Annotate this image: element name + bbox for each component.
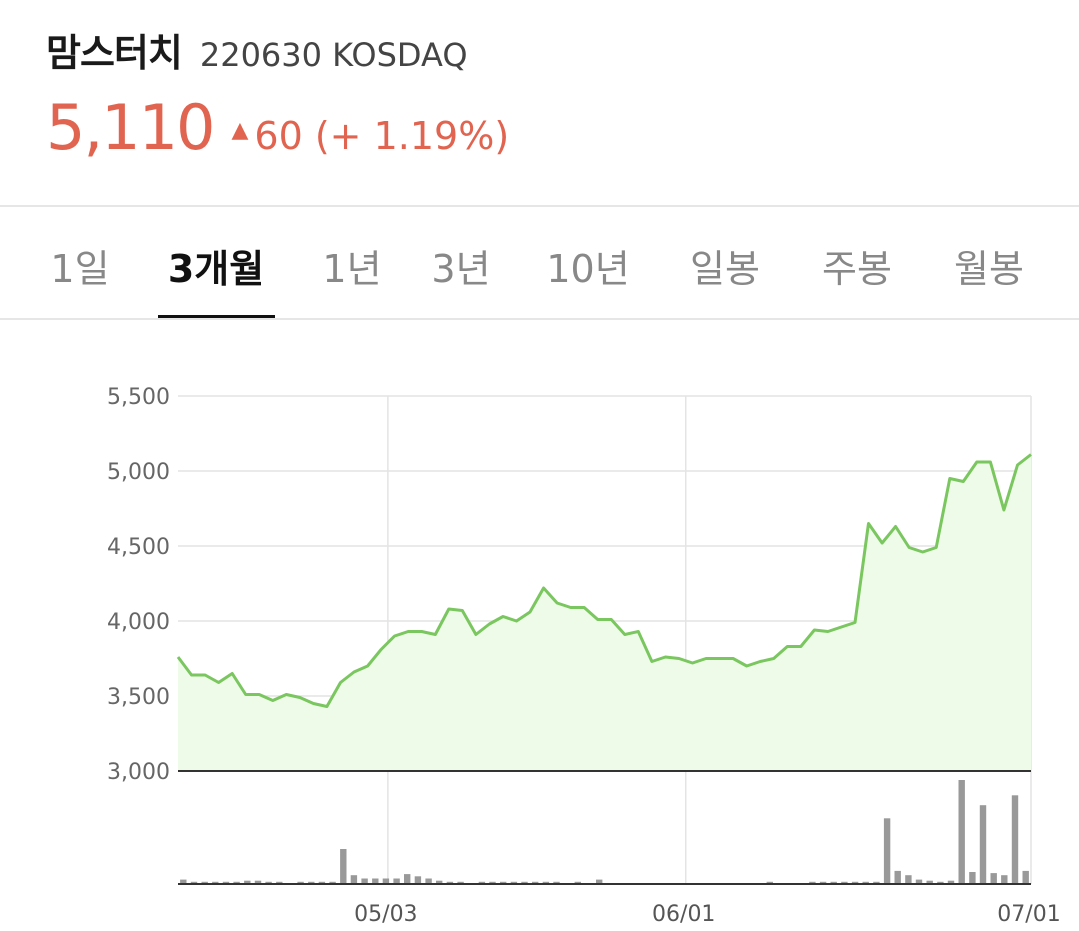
volume-bar — [212, 881, 219, 884]
volume-bar — [478, 881, 486, 884]
y-tick-label: 3,500 — [107, 685, 170, 710]
y-tick-label: 4,500 — [107, 535, 170, 560]
volume-bar — [372, 878, 379, 884]
volume-bar — [915, 879, 923, 884]
volume-bar — [446, 881, 454, 884]
x-tick-label: 06/01 — [652, 902, 715, 927]
tab-daily-candle[interactable]: 일봉 — [690, 247, 760, 291]
volume-bar — [340, 849, 347, 884]
volume-bar — [222, 881, 230, 884]
volume-bar — [905, 875, 912, 884]
volume-bar — [510, 881, 518, 884]
volume-bar — [382, 878, 390, 884]
volume-bar — [521, 881, 528, 884]
y-tick-label: 5,000 — [107, 460, 170, 485]
volume-bar — [990, 873, 997, 884]
volume-bar — [244, 880, 251, 884]
volume-bar — [265, 881, 272, 884]
volume-bar — [404, 874, 411, 884]
volume-bar — [393, 878, 400, 884]
volume-bar — [180, 879, 187, 884]
volume-bar — [297, 881, 304, 884]
stock-code-market: 220630 KOSDAQ — [199, 36, 468, 74]
tab-1-year[interactable]: 1년 — [322, 247, 382, 291]
volume-bar — [542, 881, 550, 884]
price-area — [178, 454, 1031, 771]
volume-bar — [553, 881, 560, 884]
volume-bar — [574, 881, 581, 884]
volume-bar — [958, 780, 965, 884]
tab-1-day[interactable]: 1일 — [50, 247, 110, 291]
volume-bar — [926, 880, 933, 884]
volume-bar — [276, 881, 283, 884]
tab-10-years[interactable]: 10년 — [546, 247, 630, 291]
tab-3-years[interactable]: 3년 — [431, 247, 491, 291]
volume-bar — [883, 818, 891, 884]
volume-bar — [766, 881, 773, 884]
volume-bar — [1022, 870, 1029, 884]
volume-bar — [500, 881, 507, 884]
period-tabs: 1일 3개월 1년 3년 10년 일봉 주봉 월봉 — [0, 210, 1079, 318]
stock-header: 맘스터치 220630 KOSDAQ 5,110 ▲ 60 (+ 1.19%) — [46, 22, 509, 164]
x-tick-label: 05/03 — [354, 902, 417, 927]
volume-bar — [830, 881, 837, 884]
volume-bar — [596, 879, 603, 884]
volume-bar — [414, 876, 422, 884]
y-tick-label: 4,000 — [107, 610, 170, 635]
header-divider — [0, 205, 1079, 207]
volume-bar — [1011, 795, 1019, 884]
volume-bar — [233, 881, 240, 884]
volume-bar — [254, 880, 262, 884]
volume-bar — [947, 880, 955, 884]
current-price: 5,110 — [46, 91, 215, 164]
tabs-divider — [0, 318, 1079, 320]
volume-bar — [862, 881, 869, 884]
volume-bar — [894, 870, 901, 884]
volume-bar — [436, 880, 443, 884]
volume-bar — [361, 878, 368, 884]
tab-monthly-candle[interactable]: 월봉 — [954, 247, 1024, 291]
volume-bar — [201, 881, 208, 884]
price-line — [176, 453, 1032, 708]
price-chart: 5,500 5,000 4,500 4,000 3,500 3,000 05/03 06/0… — [107, 385, 1061, 927]
y-tick-label: 5,500 — [107, 385, 170, 410]
y-tick-label: 3,000 — [107, 760, 170, 785]
up-arrow-icon: ▲ — [231, 118, 249, 143]
tab-weekly-candle[interactable]: 주봉 — [822, 247, 892, 291]
volume-bar — [350, 875, 358, 884]
volume-bar — [532, 881, 539, 884]
x-tick-label: 07/01 — [997, 902, 1060, 927]
price-change: 60 (+ 1.19%) — [254, 114, 510, 158]
stock-name: 맘스터치 — [46, 31, 183, 75]
volume-bar — [841, 881, 848, 884]
tab-3-months[interactable]: 3개월 — [167, 247, 265, 291]
volume-bar — [809, 881, 816, 884]
volume-bar — [425, 878, 432, 884]
volume-bar — [819, 881, 827, 884]
volume-bar — [979, 805, 987, 884]
volume-bar — [190, 881, 198, 884]
volume-bar — [851, 881, 859, 884]
volume-bar — [969, 872, 976, 884]
volume-bar — [457, 881, 464, 884]
volume-bar — [329, 881, 336, 884]
volume-bar — [873, 881, 880, 884]
volume-bar — [1001, 875, 1008, 884]
volume-bar — [308, 881, 315, 884]
active-tab-indicator — [158, 315, 275, 318]
volume-bar — [318, 881, 326, 884]
volume-bar — [489, 881, 496, 884]
volume-bar — [937, 881, 944, 884]
